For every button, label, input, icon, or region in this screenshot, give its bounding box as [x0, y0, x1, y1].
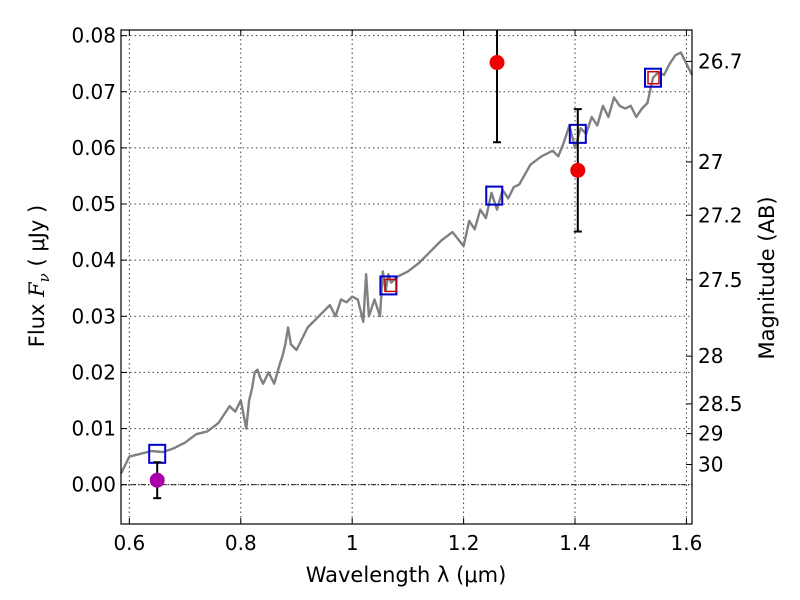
small-square-marker: [647, 70, 660, 85]
y2-tick-label: 27.2: [698, 203, 743, 227]
y-tick-label: 0.07: [71, 80, 116, 104]
photometry-marks: [148, 30, 663, 500]
y2-tick-label: 28: [698, 344, 723, 368]
circle-marker: [489, 55, 505, 71]
circle-marker: [570, 162, 586, 178]
circle-marker: [149, 472, 165, 488]
y-tick-label: 0.03: [71, 304, 116, 328]
x-tick-label: 1.6: [671, 531, 703, 555]
y-axis-label: Flux Fν ( μJy ): [25, 205, 53, 347]
x-tick-label: 1.2: [448, 531, 480, 555]
y2-axis-label: Magnitude (AB): [755, 196, 779, 359]
x-axis-label: Wavelength λ (μm): [306, 563, 507, 587]
y2-tick-label: 28.5: [698, 392, 743, 416]
square-marker: [485, 185, 504, 206]
plot-frame: [120, 29, 693, 525]
small-square-marker: [384, 278, 397, 293]
y-tick-label: 0.04: [71, 248, 116, 272]
y2-tick-label: 27: [698, 150, 723, 174]
x-tick-label: 1: [346, 531, 359, 555]
y2-tick-label: 29: [698, 422, 723, 446]
ticks: 0.6 0.8 1 1.2 1.4 1.6 0.00 0.01 0.02 0.03 0.04 0.05…: [71, 24, 742, 555]
y2-tick-label: 26.7: [698, 49, 743, 73]
y-tick-label: 0.01: [71, 417, 116, 441]
spectrum-line: [119, 51, 694, 475]
y-tick-label: 0.05: [71, 192, 116, 216]
x-tick-label: 0.8: [225, 531, 257, 555]
y-tick-label: 0.08: [71, 24, 116, 48]
y2-tick-label: 30: [698, 452, 723, 476]
y-tick-label: 0.02: [71, 360, 116, 384]
y-tick-label: 0.06: [71, 136, 116, 160]
grid: [121, 30, 692, 524]
x-tick-label: 0.6: [113, 531, 145, 555]
y-tick-label: 0.00: [71, 473, 116, 497]
spectrum-series: [119, 51, 694, 475]
y2-tick-label: 27.5: [698, 268, 743, 292]
square-marker: [148, 443, 167, 464]
square-marker: [644, 67, 663, 88]
x-tick-label: 1.4: [559, 531, 591, 555]
